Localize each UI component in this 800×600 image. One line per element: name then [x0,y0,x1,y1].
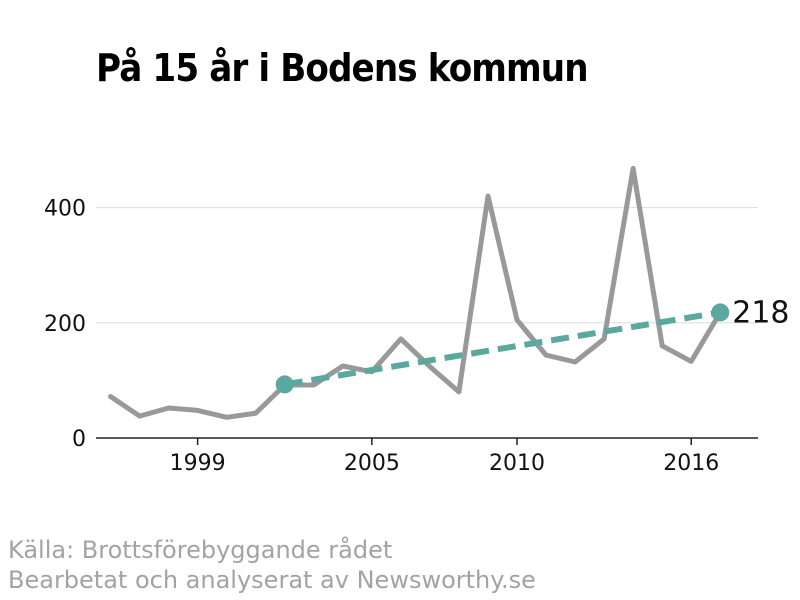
grid-lines [96,207,758,324]
trend-start-point [275,375,294,394]
y-tick-label: 200 [44,312,86,337]
line-chart: 0 200 400 1999 2005 2010 2016 218 [44,165,790,476]
labels-layer: 0 200 400 1999 2005 2010 2016 218 [44,197,790,476]
end-value-label: 218 [732,295,789,330]
series-line [108,165,723,420]
x-tick-label: 2016 [663,451,719,476]
trend-end-point [711,303,730,322]
credit-text: Bearbetat och analyserat av Newsworthy.s… [8,566,536,594]
y-tick-label: 400 [44,197,86,222]
series-layer [108,165,723,420]
y-tick-label: 0 [72,427,86,452]
trend-layer [275,303,730,394]
x-tick-label: 1999 [170,451,226,476]
axes [96,437,758,445]
x-tick-label: 2010 [489,451,545,476]
source-text: Källa: Brottsförebyggande rådet [8,536,393,564]
trend-line [284,309,721,388]
x-tick-label: 2005 [344,451,400,476]
chart-title: På 15 år i Bodens kommun [96,46,589,90]
